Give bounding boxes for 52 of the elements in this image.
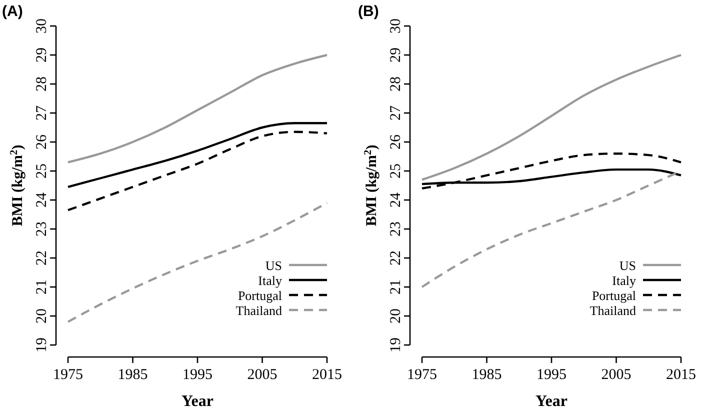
x-tick-label: 2015 — [312, 367, 342, 383]
line-series — [420, 152, 682, 190]
y-tick-label: 23 — [34, 222, 50, 236]
x-tick-label: 2015 — [666, 367, 696, 383]
legend-label: Italy — [612, 273, 636, 288]
y-tick-label: 27 — [388, 105, 404, 120]
y-tick-label: 22 — [388, 250, 404, 266]
y-tick-label: 25 — [388, 164, 404, 178]
chart-title: (A) — [2, 3, 23, 20]
y-tick-label: 26 — [388, 134, 404, 150]
x-tick-label: 1985 — [118, 367, 148, 383]
x-axis-title: Year — [536, 393, 568, 410]
x-tick-label: 1975 — [53, 367, 83, 383]
y-tick-label: 20 — [388, 308, 404, 324]
y-tick-label: 28 — [34, 76, 50, 92]
y-tick-label: 24 — [388, 192, 404, 208]
legend-label: Portugal — [238, 288, 282, 303]
y-tick-label: 20 — [34, 308, 50, 324]
legend-label: US — [265, 258, 282, 273]
line-series — [66, 122, 328, 188]
line-series — [420, 54, 682, 181]
y-tick-label: 24 — [34, 192, 50, 208]
y-tick-label: 19 — [388, 338, 404, 352]
x-tick-label: 2005 — [247, 367, 278, 383]
y-tick-label: 30 — [34, 18, 50, 34]
y-tick-label: 30 — [388, 18, 404, 34]
y-tick-label: 29 — [34, 48, 50, 62]
y-tick-label: 22 — [34, 250, 50, 266]
legend-label: Portugal — [592, 288, 636, 303]
x-tick-label: 1975 — [407, 367, 437, 383]
x-axis-title: Year — [182, 393, 214, 410]
legend-label: US — [619, 258, 636, 273]
x-tick-label: 1985 — [472, 367, 502, 383]
line-series — [66, 54, 328, 164]
y-tick-label: 19 — [34, 338, 50, 352]
legend-label: Thailand — [236, 303, 282, 318]
x-tick-label: 2005 — [601, 367, 632, 383]
y-tick-label: 27 — [34, 105, 50, 120]
x-tick-label: 1995 — [182, 367, 212, 383]
chart-title: (B) — [358, 3, 379, 20]
y-tick-label: 28 — [388, 76, 404, 92]
y-tick-label: 21 — [34, 280, 50, 294]
legend-label: Italy — [258, 273, 282, 288]
line-series — [66, 130, 328, 212]
x-tick-label: 1995 — [536, 367, 566, 383]
y-tick-label: 29 — [388, 48, 404, 62]
y-tick-label: 21 — [388, 280, 404, 294]
legend-label: Thailand — [590, 303, 636, 318]
line-series — [66, 202, 328, 323]
y-tick-label: 26 — [34, 134, 50, 150]
y-tick-label: 25 — [34, 164, 50, 178]
y-tick-label: 23 — [388, 222, 404, 236]
